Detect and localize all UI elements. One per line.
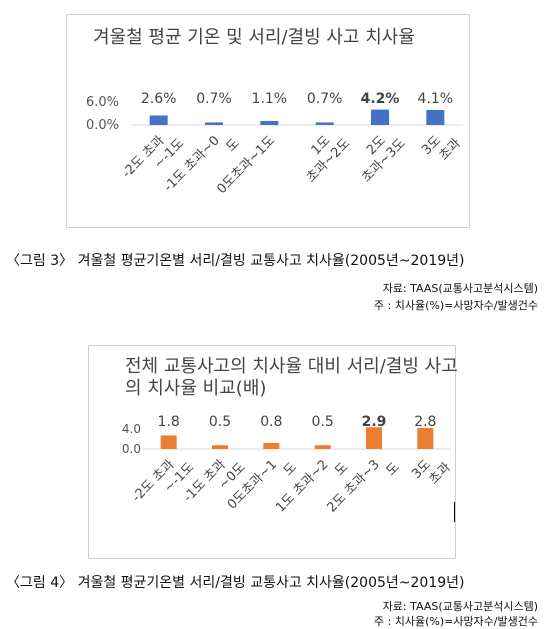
y-tick-label: 0.0 [122,442,141,456]
bar [205,122,223,125]
bar [160,435,177,449]
bar [366,427,382,449]
chart-title: 전체 교통사고의 치사율 대비 서리/결빙 사고의 치사율 비교(배) [125,356,458,399]
bar [314,445,331,449]
category-label: 1도초과~2도 [292,125,353,186]
data-label: 0.5 [209,414,231,430]
data-label: 4.2% [361,91,400,107]
chart-fatality-rate-plot: 6.0%0.0%2.6%-2도 초과~-1도0.7%-1도 초과~0도1.1%0… [86,91,464,206]
bar [260,120,279,125]
data-label: 0.8 [260,414,282,430]
bar [212,445,228,449]
category-label: 2도초과~3도 [348,125,409,186]
data-label: 0.7% [307,91,343,107]
category-label: 0도초과~1도 [225,449,300,524]
bar [371,109,389,125]
y-tick-label: 6.0% [86,95,119,110]
data-label: 0.5 [312,414,334,430]
data-label: 2.9 [362,414,387,430]
category-label: -2도 초과~-1도 [129,449,197,517]
y-tick-label: 4.0 [122,422,141,436]
data-label: 0.7% [196,91,232,107]
bar [426,109,445,125]
chart-fatality-rate: 겨울철 평균 기온 및 서리/결빙 사고 치사율 6.0% 0.0% 2.6% -2도… [66,14,470,228]
category-label: 1도 초과~2도 [273,449,351,527]
data-label: 2.8 [414,414,436,430]
category-label: -1도 초과~0도 [161,125,242,206]
data-label: 2.6% [141,91,177,107]
bar [417,428,434,449]
y-tick-label: 0.0% [86,118,119,133]
data-label: 1.1% [252,91,288,107]
figure-3-source: 자료: TAAS(교통사고분석시스템) [382,282,538,295]
figure-4-source: 자료: TAAS(교통사고분석시스템) [382,600,538,613]
bar [149,115,168,125]
figure-4-caption: 〈그림 4〉 겨울철 평균기온별 서리/결빙 교통사고 치사율(2005년~20… [6,575,465,591]
category-label: 2도 초과~3도 [325,449,403,527]
data-label: 4.1% [418,91,454,107]
bar [263,443,280,449]
figure-3-note: 주 : 치사율(%)=사망자수/발생건수 [373,299,538,312]
chart-fatality-ratio-plot: 4.00.01.8-2도 초과~-1도0.5-1도 초과~0도0.80도초과~1… [122,414,454,527]
chart-title: 겨울철 평균 기온 및 서리/결빙 사고 치사율 [93,27,415,48]
data-label: 1.8 [158,414,180,430]
text-cursor [454,502,455,522]
category-label: 3도초과 [409,449,454,494]
figure-4-note: 주 : 치사율(%)=사망자수/발생건수 [373,615,538,628]
bar [315,122,334,125]
category-label: 3도초과 [419,125,464,170]
figure-3-caption: 〈그림 3〉 겨울철 평균기온별 서리/결빙 교통사고 치사율(2005년~20… [6,253,465,269]
chart-fatality-ratio: 전체 교통사고의 치사율 대비 서리/결빙 사고의 치사율 비교(배) 4.0 0… [88,345,458,559]
